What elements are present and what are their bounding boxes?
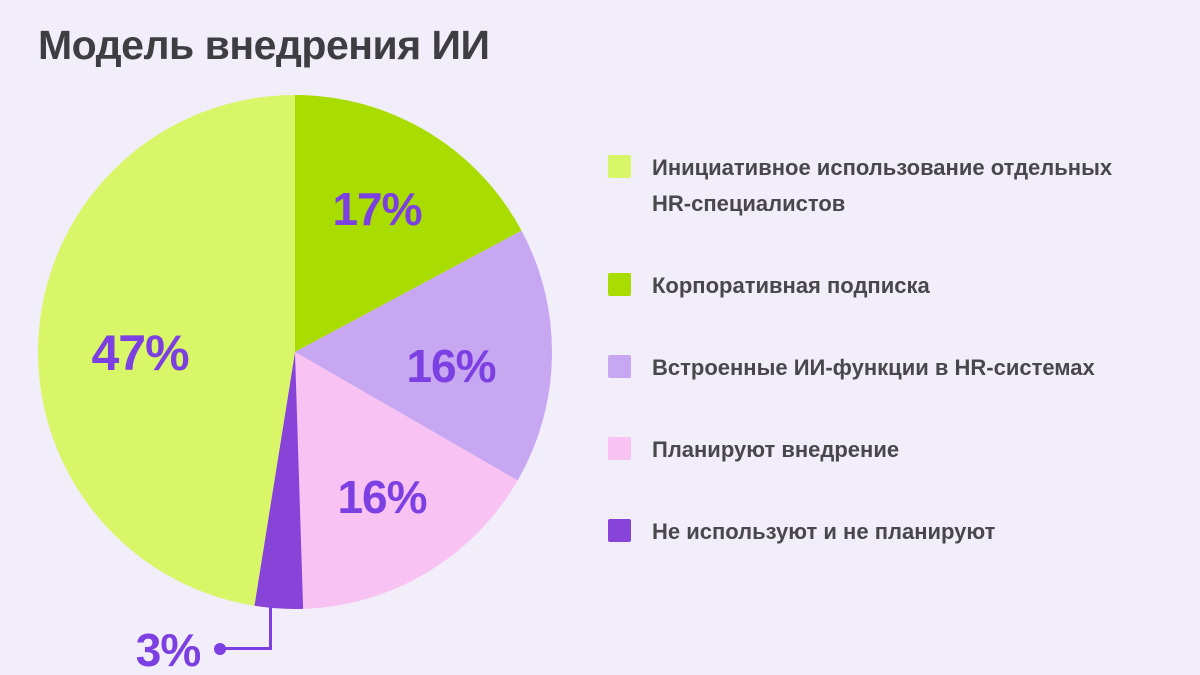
legend-swatch-purple [608, 519, 631, 542]
pie-chart [38, 95, 552, 609]
legend-item-planning-implementation: Планируют внедрение [608, 432, 1180, 468]
pie-slice-initiative-individual-hr [38, 95, 296, 606]
pie-value-label-16-embedded: 16% [406, 340, 496, 392]
pie-value-label-17: 17% [332, 183, 422, 235]
pie-slice-corporate-subscription [295, 95, 522, 352]
legend-item-corporate-subscription: Корпоративная подписка [608, 268, 1180, 304]
legend-item-not-using-not-planning: Не используют и не планируют [608, 514, 1180, 550]
legend-swatch-pink [608, 437, 631, 460]
pie-value-label-47: 47% [91, 325, 189, 381]
legend-swatch-green [608, 273, 631, 296]
legend-item-builtin-ai-hr-systems: Встроенные ИИ-функции в HR-системах [608, 350, 1180, 386]
pie-slice-not-using-not-planning [254, 352, 304, 609]
pie-value-label-16-planning: 16% [337, 471, 427, 523]
legend-item-initiative-individual-hr: Инициативное использование отдельных HR-… [608, 150, 1180, 222]
callout-leader-horizontal [220, 647, 271, 650]
page-title: Модель внедрения ИИ [38, 22, 490, 68]
legend-swatch-lavender [608, 355, 631, 378]
legend-label: Не используют и не планируют [652, 519, 996, 544]
pie-slice-builtin-ai-hr-systems [295, 230, 552, 481]
legend-label: Корпоративная подписка [652, 273, 930, 298]
legend-swatch-lime [608, 155, 631, 178]
legend: Инициативное использование отдельных HR-… [608, 150, 1180, 550]
pie-slice-planning-implementation [295, 352, 518, 609]
pie-svg [38, 95, 552, 609]
legend-label: Планируют внедрение [652, 437, 900, 462]
legend-label: Встроенные ИИ-функции в HR-системах [652, 355, 1095, 380]
legend-label: Инициативное использование отдельных HR-… [652, 155, 1113, 216]
pie-value-label-3: 3% [135, 624, 201, 675]
callout-leader-vertical [269, 606, 272, 650]
